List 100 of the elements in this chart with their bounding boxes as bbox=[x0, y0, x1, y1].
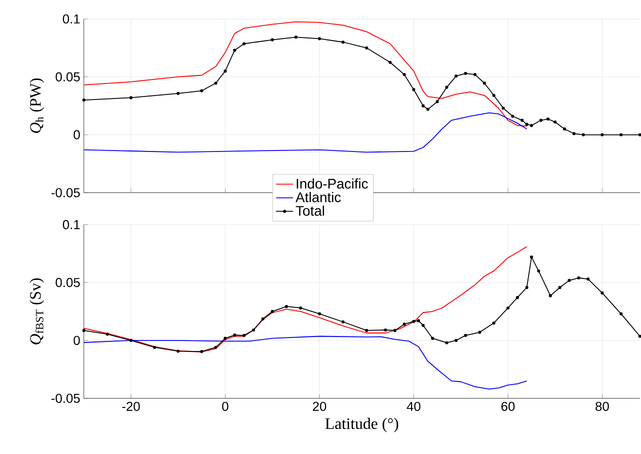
point bbox=[568, 278, 571, 282]
point bbox=[464, 334, 468, 337]
y-tick-label: -0.05 bbox=[51, 394, 80, 403]
point bbox=[436, 100, 439, 104]
point bbox=[214, 81, 218, 85]
line-series bbox=[83, 336, 528, 390]
x-tick-label: -20 bbox=[122, 402, 140, 411]
point bbox=[412, 320, 416, 323]
point bbox=[502, 106, 505, 110]
point bbox=[530, 124, 534, 127]
point bbox=[464, 72, 468, 75]
point bbox=[445, 341, 448, 344]
y-tick-label: 0.05 bbox=[56, 72, 80, 82]
point bbox=[393, 328, 396, 332]
point bbox=[318, 36, 322, 40]
point bbox=[341, 40, 345, 44]
point bbox=[445, 86, 448, 89]
point bbox=[82, 328, 86, 332]
point bbox=[473, 72, 477, 76]
point bbox=[299, 306, 302, 310]
point bbox=[402, 72, 406, 76]
point bbox=[284, 304, 288, 308]
x-tick-label: 0 bbox=[222, 402, 228, 411]
point bbox=[520, 118, 524, 122]
point bbox=[582, 133, 585, 136]
point bbox=[270, 310, 274, 313]
point bbox=[384, 328, 387, 332]
x-tick-label: 20 bbox=[312, 402, 326, 411]
y-tick-label: 0 bbox=[74, 130, 80, 140]
point bbox=[422, 104, 425, 108]
point bbox=[416, 319, 420, 322]
point bbox=[261, 317, 264, 320]
point bbox=[516, 296, 519, 300]
point bbox=[233, 48, 236, 52]
point bbox=[600, 291, 604, 294]
point bbox=[426, 108, 430, 111]
point bbox=[242, 42, 246, 46]
point bbox=[454, 74, 458, 78]
point bbox=[525, 286, 528, 289]
y-tick-label: 0 bbox=[74, 336, 80, 345]
legend-label: Indo-Pacific bbox=[296, 178, 368, 189]
point bbox=[577, 276, 580, 280]
x-tick-label: 80 bbox=[596, 402, 609, 411]
point bbox=[586, 277, 590, 280]
point bbox=[422, 324, 425, 327]
x-tick-label: 60 bbox=[501, 402, 515, 411]
point bbox=[176, 350, 180, 353]
line-series bbox=[83, 246, 528, 352]
point bbox=[341, 320, 345, 324]
legend-label: Atlantic bbox=[296, 192, 341, 202]
point bbox=[224, 336, 227, 340]
point bbox=[402, 322, 406, 326]
point bbox=[539, 118, 542, 122]
point bbox=[492, 321, 496, 324]
x-axis-title: Latitude (°) bbox=[325, 418, 398, 432]
point bbox=[620, 133, 623, 136]
point bbox=[224, 69, 227, 73]
point bbox=[200, 89, 204, 92]
point bbox=[294, 35, 298, 39]
point bbox=[252, 328, 256, 332]
point bbox=[600, 133, 604, 136]
point bbox=[478, 330, 482, 334]
point bbox=[270, 38, 274, 42]
y-tick-label: 0.05 bbox=[56, 278, 80, 287]
point bbox=[129, 338, 133, 342]
point bbox=[176, 92, 180, 95]
legend-label: Total bbox=[296, 205, 324, 216]
point bbox=[200, 350, 204, 353]
point bbox=[388, 60, 392, 64]
point bbox=[562, 127, 566, 130]
point bbox=[620, 312, 623, 316]
point bbox=[365, 46, 368, 50]
point bbox=[242, 334, 246, 337]
point bbox=[572, 132, 576, 136]
point bbox=[106, 332, 109, 336]
point bbox=[638, 133, 641, 136]
point bbox=[214, 346, 218, 349]
y-axis-title: Q$_{h}$ (PW) bbox=[30, 78, 44, 133]
point bbox=[482, 81, 486, 85]
point bbox=[431, 336, 434, 340]
y-axis-title: Q$_{fBST}$ (Sv) bbox=[30, 278, 44, 344]
point bbox=[525, 122, 528, 126]
x-tick-label: 40 bbox=[406, 402, 420, 411]
point bbox=[82, 98, 86, 102]
point bbox=[492, 94, 496, 97]
point bbox=[554, 120, 557, 124]
y-tick-label: -0.05 bbox=[51, 188, 80, 198]
point bbox=[511, 114, 514, 118]
point bbox=[530, 255, 534, 258]
point bbox=[546, 117, 550, 120]
y-tick-label: 0.1 bbox=[62, 220, 80, 230]
point bbox=[153, 346, 156, 349]
y-tick-label: 0.1 bbox=[62, 14, 80, 24]
point bbox=[318, 312, 322, 316]
point bbox=[558, 286, 562, 289]
line-series bbox=[83, 21, 528, 126]
point bbox=[412, 88, 416, 92]
point bbox=[454, 338, 458, 342]
point bbox=[506, 306, 510, 310]
point bbox=[365, 328, 368, 332]
